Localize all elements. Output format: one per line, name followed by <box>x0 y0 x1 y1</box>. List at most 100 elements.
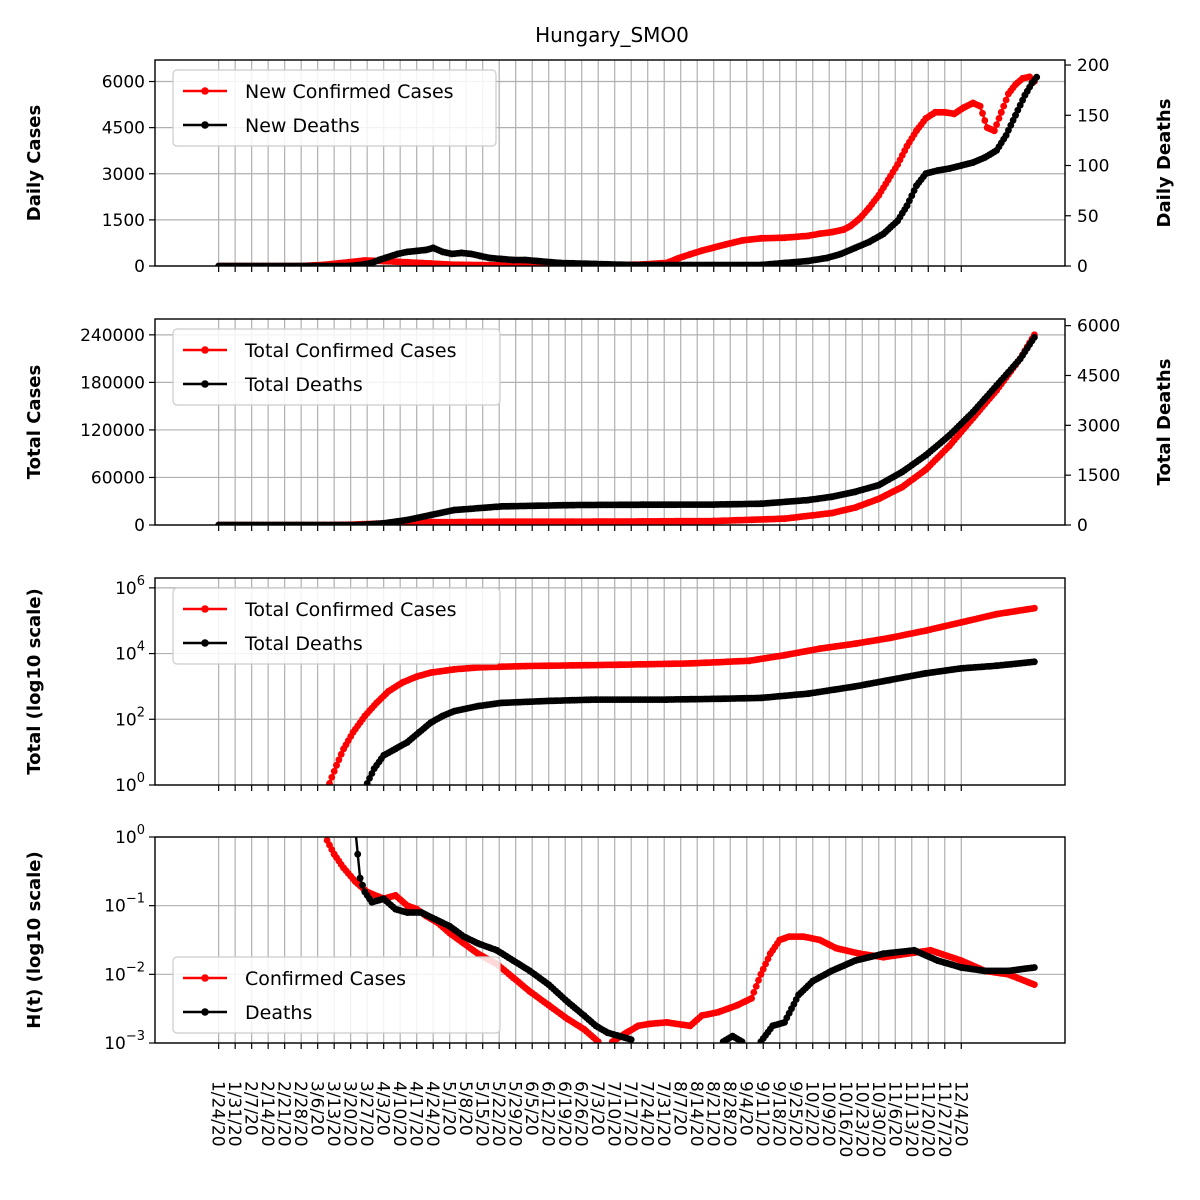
panel-hazard: 10−3 10−2 10−1 100 H(t) (log10 scale) Confirm… <box>24 823 1066 1054</box>
x-tick-label: 4/17/20 <box>406 1081 426 1147</box>
legend-label: Total Confirmed Cases <box>244 340 457 362</box>
data-point <box>995 115 1003 122</box>
y-axis-label: Total Cases <box>24 365 45 479</box>
panel-log_total: 100 102 104 106 Total (log10 scale) Total Con… <box>24 574 1066 796</box>
legend: Confirmed Cases Deaths <box>172 956 501 1034</box>
x-tick-label: 6/5/20 <box>521 1081 541 1136</box>
x-tick-label: 11/13/20 <box>901 1081 921 1157</box>
data-point <box>759 965 767 973</box>
y-tick-label: 106 <box>115 574 145 599</box>
axes-frame <box>154 836 1066 1044</box>
y-right-tick-label: 0 <box>1077 516 1088 536</box>
y-axis-label-right: Daily Deaths <box>1154 99 1175 228</box>
data-point <box>750 989 758 996</box>
x-tick-label: 5/22/20 <box>488 1081 508 1147</box>
y-tick-label: 10−3 <box>104 1029 145 1054</box>
data-point <box>333 761 340 769</box>
data-point <box>594 1038 602 1043</box>
y-tick-label: 10−1 <box>104 892 145 917</box>
legend-label: Total Confirmed Cases <box>244 599 457 621</box>
y-tick-label: 240000 <box>80 326 145 346</box>
y-axis-label-right: Total Deaths <box>1154 359 1175 486</box>
legend-label: New Confirmed Cases <box>245 81 454 103</box>
data-point <box>1031 964 1038 971</box>
legend-marker <box>201 380 209 388</box>
x-tick-label: 10/16/20 <box>835 1081 855 1157</box>
x-tick-label: 12/4/20 <box>950 1081 970 1147</box>
data-point <box>337 750 345 758</box>
x-tick-label: 7/31/20 <box>653 1081 673 1147</box>
x-tick-label: 2/28/20 <box>290 1081 310 1147</box>
y-right-tick-label: 200 <box>1077 56 1109 76</box>
x-tick-label: 1/24/20 <box>208 1081 228 1147</box>
data-point <box>1000 102 1008 110</box>
y-tick-exponent: 0 <box>137 771 145 786</box>
x-tick-label: 9/4/20 <box>736 1081 756 1136</box>
y-tick-label: 120000 <box>80 421 145 441</box>
x-tick-label: 8/14/20 <box>686 1081 706 1147</box>
y-right-tick-label: 1500 <box>1077 466 1120 486</box>
y-right-tick-label: 3000 <box>1077 416 1120 436</box>
data-point <box>990 127 998 135</box>
x-tick-label: 5/29/20 <box>505 1081 525 1147</box>
legend: New Confirmed Cases New Deaths <box>172 69 497 147</box>
x-tick-label: 4/10/20 <box>389 1081 409 1147</box>
series-line <box>366 660 1035 784</box>
legend-marker <box>201 346 209 354</box>
y-tick-label: 104 <box>115 640 145 665</box>
y-tick-label: 10−2 <box>104 960 145 985</box>
y-tick-label: 1500 <box>102 211 145 231</box>
data-point <box>354 850 362 858</box>
x-tick-label: 3/27/20 <box>356 1081 376 1147</box>
x-tick-label: 4/3/20 <box>373 1081 393 1136</box>
data-point <box>1012 111 1019 119</box>
data-point <box>764 955 772 963</box>
x-tick-label: 5/15/20 <box>472 1081 492 1147</box>
x-tick-label: 5/8/20 <box>455 1081 475 1136</box>
x-tick-label: 4/24/20 <box>422 1081 442 1147</box>
y-tick-exponent: −2 <box>126 960 145 975</box>
series-total-deaths <box>215 333 1038 525</box>
x-tick-label: 7/17/20 <box>620 1081 640 1147</box>
y-right-tick-label: 4500 <box>1077 366 1120 386</box>
x-tick-label: 2/21/20 <box>274 1081 294 1147</box>
x-tick-label: 3/6/20 <box>307 1081 327 1136</box>
series-new-deaths <box>215 73 1041 266</box>
x-tick-label: 3/20/20 <box>340 1081 360 1147</box>
y-tick-label: 3000 <box>102 165 145 185</box>
x-tick-label: 9/18/20 <box>769 1081 789 1147</box>
legend-frame <box>172 328 501 406</box>
data-point <box>627 1036 635 1043</box>
x-tick-label: 10/23/20 <box>851 1081 871 1157</box>
y-right-tick-label: 50 <box>1077 207 1099 227</box>
x-tick-label: 9/25/20 <box>785 1081 805 1147</box>
y-tick-label: 0 <box>134 257 145 277</box>
series-total-confirmed-cases <box>326 604 1038 785</box>
legend: Total Confirmed Cases Total Deaths <box>172 587 501 665</box>
data-point <box>738 1038 746 1043</box>
legend-marker <box>201 87 209 95</box>
y-tick-label: 102 <box>115 705 145 730</box>
x-tick-label: 11/27/20 <box>934 1081 954 1157</box>
y-right-tick-label: 100 <box>1077 157 1109 177</box>
y-axis-label: H(t) (log10 scale) <box>24 851 45 1029</box>
data-point <box>335 756 343 764</box>
legend-label: Confirmed Cases <box>245 968 406 990</box>
chart-title: Hungary_SMO0 <box>535 23 689 47</box>
y-right-tick-label: 150 <box>1077 106 1109 126</box>
x-tick-label: 6/12/20 <box>538 1081 558 1147</box>
y-tick-exponent: 4 <box>137 640 145 655</box>
x-tick-label: 11/6/20 <box>884 1081 904 1147</box>
y-tick-exponent: −3 <box>126 1029 145 1044</box>
data-point <box>755 976 762 984</box>
data-point <box>752 983 760 990</box>
legend-marker <box>201 1008 209 1016</box>
legend-marker <box>201 974 209 982</box>
legend-frame <box>172 587 501 665</box>
legend-marker <box>201 605 209 613</box>
x-tick-label: 9/11/20 <box>752 1081 772 1147</box>
legend-label: Deaths <box>245 1002 312 1024</box>
x-tick-label: 1/31/20 <box>224 1081 244 1147</box>
data-point <box>1002 132 1010 139</box>
